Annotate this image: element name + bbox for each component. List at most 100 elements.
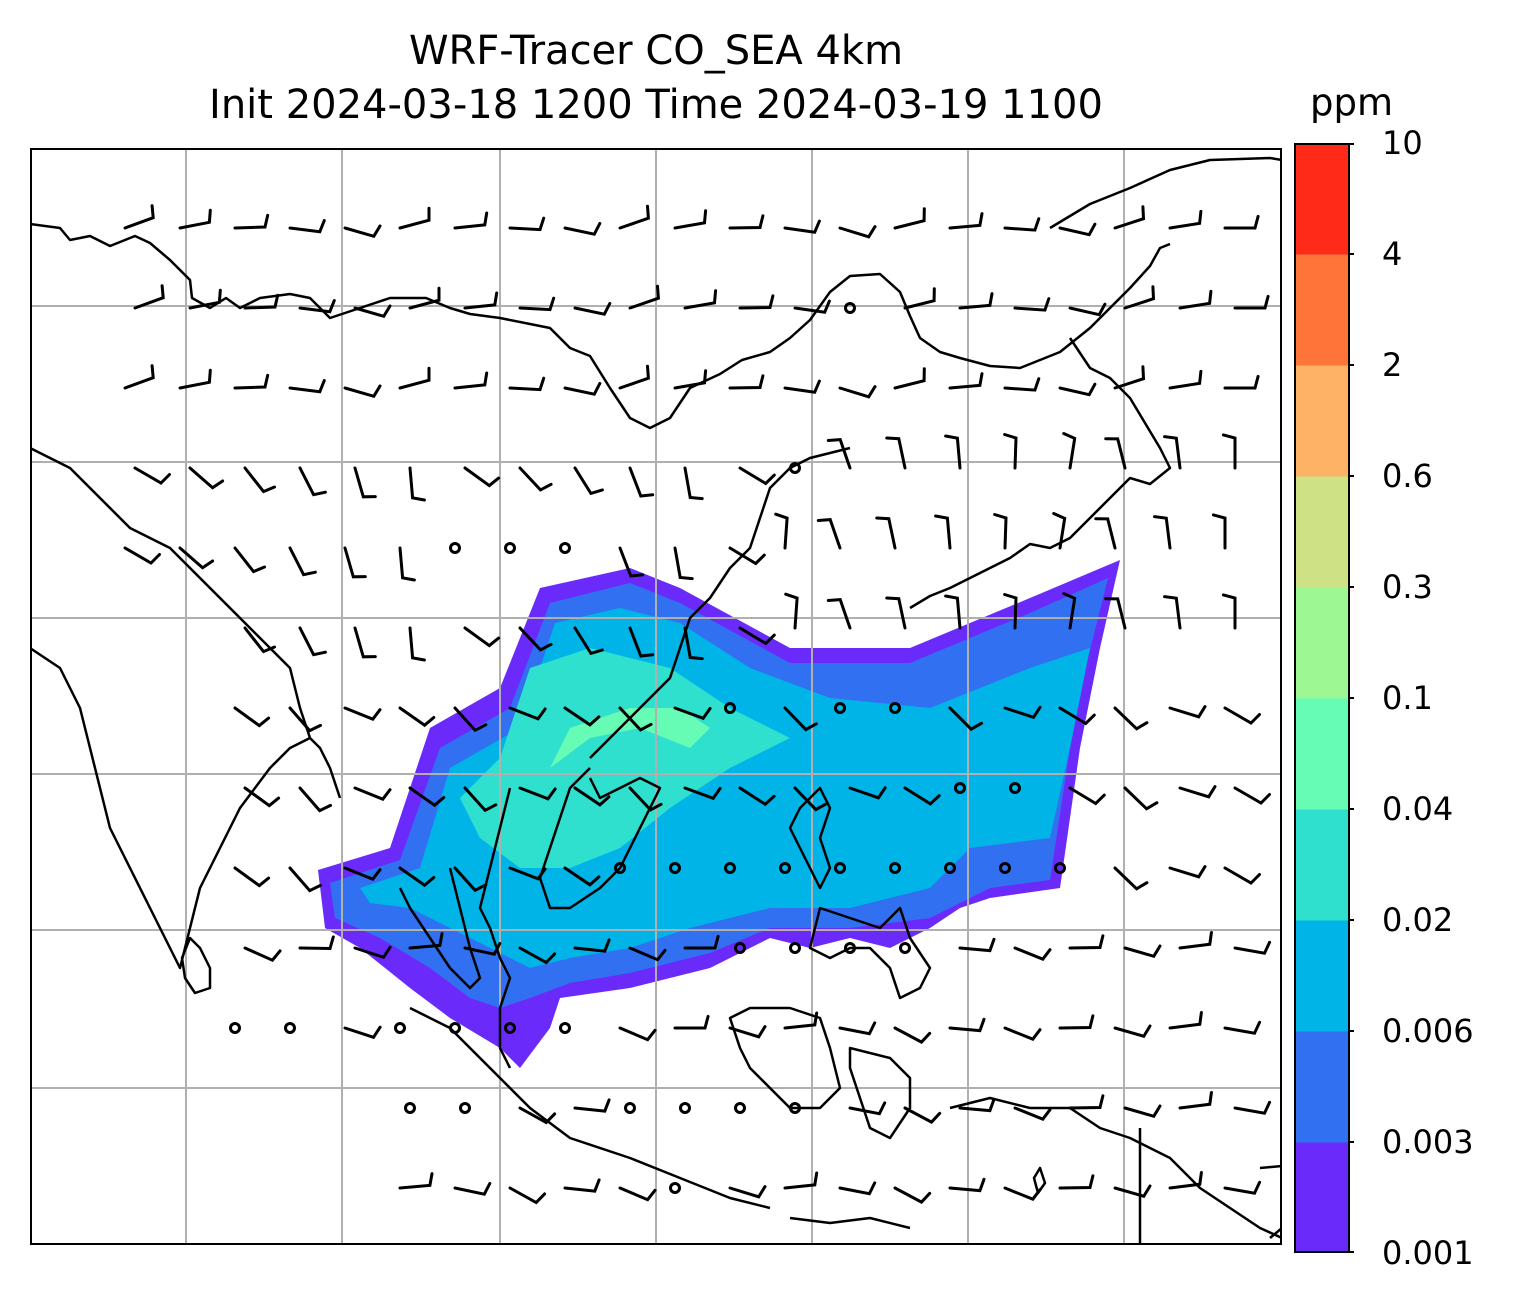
wind-barb — [774, 512, 789, 550]
wind-barb — [298, 626, 327, 657]
wind-barb — [463, 626, 501, 648]
wind-barb — [1003, 593, 1018, 630]
colorbar-segment — [1294, 365, 1350, 477]
colorbar-tick-label: 4 — [1382, 235, 1403, 273]
wind-barb — [1013, 297, 1051, 312]
wind-barb — [893, 1026, 932, 1044]
wind-barb — [563, 1178, 601, 1193]
wind-barb — [573, 302, 612, 316]
wind-barb — [838, 1181, 877, 1196]
wind-barb — [408, 626, 426, 662]
wind-barb — [793, 786, 828, 812]
wind-barb — [738, 786, 776, 807]
calm-marker — [404, 1102, 416, 1114]
wind-barb — [1223, 374, 1260, 390]
wind-barb — [343, 384, 382, 399]
wind-barb — [353, 466, 377, 499]
wind-barb — [618, 1026, 657, 1042]
wind-barb — [1058, 382, 1097, 397]
colorbar-tick-label: 0.04 — [1382, 790, 1454, 828]
wind-barb — [353, 626, 377, 659]
wind-barb — [133, 466, 171, 485]
wind-barb — [738, 466, 776, 486]
calm-marker — [624, 1102, 636, 1114]
wind-barb — [453, 866, 488, 893]
wind-barb — [508, 1186, 547, 1205]
wind-barb — [1003, 705, 1042, 720]
wind-barb — [1233, 940, 1272, 955]
wind-barb — [683, 289, 718, 310]
wind-barb — [353, 945, 392, 960]
wind-barb — [298, 299, 336, 314]
calm-marker — [844, 942, 856, 954]
calm-marker — [899, 942, 911, 954]
wind-barb — [1058, 222, 1097, 237]
wind-barb — [398, 206, 431, 230]
wind-barb — [948, 706, 984, 732]
wind-barb — [903, 786, 941, 806]
wind-barb — [243, 466, 276, 494]
wind-barb — [1168, 705, 1207, 719]
wind-barb — [1104, 437, 1127, 470]
wind-barb — [1058, 1174, 1095, 1190]
colorbar-tick-label: 0.3 — [1382, 568, 1433, 606]
wind-barb — [233, 213, 270, 230]
wind-barb — [618, 364, 650, 390]
wind-barb — [1003, 1026, 1042, 1042]
calm-marker — [889, 702, 901, 714]
colorbar-tick-label: 0.6 — [1382, 457, 1433, 495]
wind-barb — [948, 372, 984, 390]
wind-barb — [893, 367, 926, 390]
wind-barb — [298, 466, 327, 497]
wind-barb — [903, 1106, 942, 1124]
calm-marker — [789, 942, 801, 954]
wind-barb — [573, 1098, 611, 1113]
colorbar-segment — [1294, 143, 1350, 255]
wind-barb — [1223, 706, 1261, 725]
wind-barb — [783, 379, 821, 394]
wind-barb — [1104, 597, 1127, 630]
wind-barb — [618, 1186, 657, 1202]
colorbar-svg — [1294, 143, 1354, 1254]
wind-barb — [123, 546, 161, 565]
colorbar-tick-label: 0.006 — [1382, 1012, 1474, 1050]
wind-barb — [123, 364, 155, 390]
wind-barb — [1178, 289, 1213, 310]
wind-barb — [1003, 433, 1018, 470]
calm-marker — [724, 702, 736, 714]
wind-barb — [1003, 217, 1041, 232]
colorbar-tick-label: 10 — [1382, 124, 1423, 162]
wind-barb — [463, 942, 502, 956]
wind-barb — [948, 1177, 986, 1193]
wind-barb — [1153, 515, 1172, 550]
wind-barb — [178, 208, 212, 230]
calm-marker — [669, 862, 681, 874]
calm-marker — [734, 1102, 746, 1114]
wind-barb — [463, 786, 498, 813]
wind-barb — [618, 546, 645, 578]
calm-marker — [779, 862, 791, 874]
wind-barb — [453, 1182, 492, 1196]
wind-barb — [738, 294, 775, 310]
wind-barb — [343, 546, 367, 579]
wind-barb — [398, 366, 431, 390]
wind-barb — [826, 438, 852, 470]
wind-barb — [453, 371, 489, 390]
wind-barb — [1178, 1091, 1213, 1110]
wind-barb — [288, 866, 322, 893]
wind-barb — [1052, 512, 1067, 550]
wind-barb — [518, 626, 553, 652]
colorbar-tick-label: 0.02 — [1382, 901, 1454, 939]
wind-barb — [893, 207, 926, 230]
wind-barb — [628, 786, 663, 812]
wind-barb — [408, 932, 444, 950]
wind-barbs — [123, 204, 1272, 1205]
wind-barb — [1233, 1100, 1272, 1115]
wind-barb — [783, 1171, 819, 1190]
wind-barb — [508, 216, 546, 232]
calm-marker — [449, 542, 461, 554]
calm-marker — [789, 1102, 801, 1114]
coastlines — [30, 156, 1282, 1245]
calm-marker — [559, 1022, 571, 1034]
calm-marker — [504, 542, 516, 554]
